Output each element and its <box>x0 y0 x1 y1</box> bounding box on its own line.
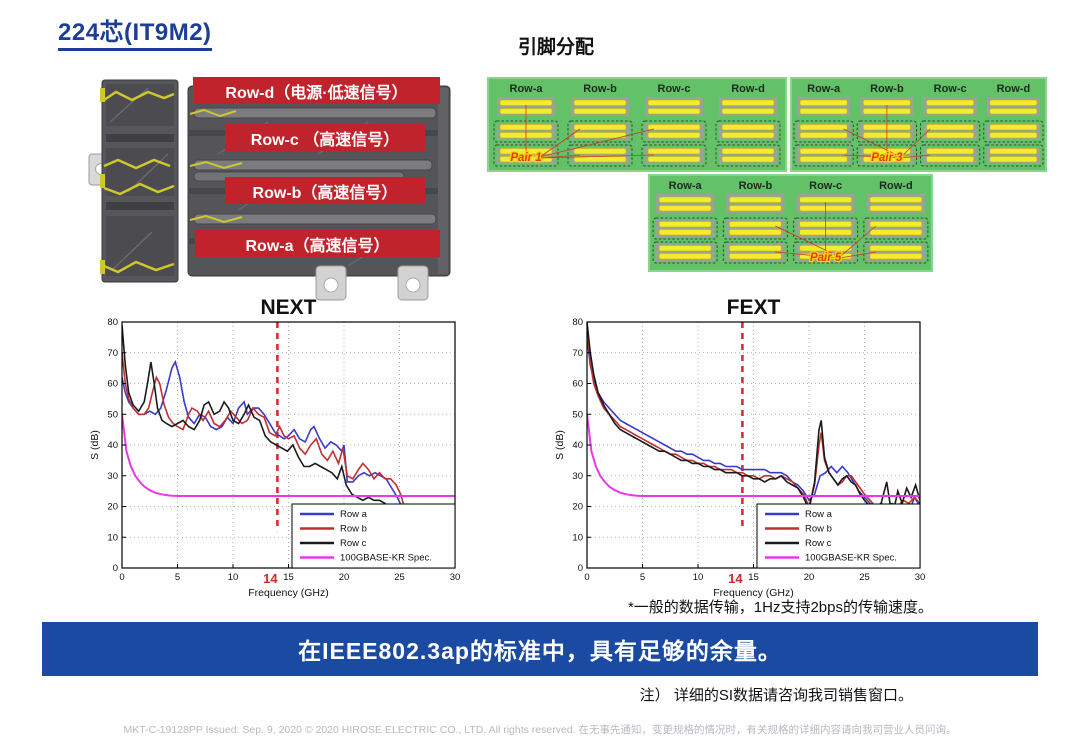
svg-text:20: 20 <box>572 502 583 513</box>
svg-text:Row-c: Row-c <box>658 83 691 95</box>
svg-text:Row-d: Row-d <box>879 180 913 192</box>
svg-text:70: 70 <box>572 348 583 359</box>
svg-text:50: 50 <box>107 409 118 420</box>
svg-text:25: 25 <box>394 572 405 583</box>
svg-text:Row c: Row c <box>805 538 832 549</box>
svg-text:Row-a: Row-a <box>807 83 841 95</box>
svg-text:50: 50 <box>572 409 583 420</box>
svg-text:40: 40 <box>572 440 583 451</box>
svg-text:30: 30 <box>572 471 583 482</box>
row-banner-d: Row-d（电源·低速信号） <box>193 77 440 104</box>
chart-fext: FEXT 0 10 20 30 40 50 60 70 80 0 5 10 15 20 25 30 14 Frequ… <box>553 296 933 600</box>
svg-text:Row a: Row a <box>805 509 833 520</box>
svg-text:Row-b: Row-b <box>583 83 617 95</box>
svg-text:20: 20 <box>339 572 350 583</box>
svg-text:Row-b: Row-b <box>739 180 773 192</box>
svg-text:30: 30 <box>915 572 926 583</box>
svg-text:30: 30 <box>107 471 118 482</box>
svg-text:15: 15 <box>748 572 759 583</box>
svg-text:Frequency (GHz): Frequency (GHz) <box>713 587 794 599</box>
chart-next: NEXT 0 10 20 30 40 50 60 70 80 0 5 10 15 20 25 30 14 Frequ… <box>88 296 468 600</box>
svg-text:0: 0 <box>584 572 589 583</box>
si-data-note: 注） 详细的SI数据请咨询我司销售窗口。 <box>639 687 913 704</box>
pin-assignment-title: 引脚分配 <box>518 37 595 58</box>
svg-text:0: 0 <box>119 572 124 583</box>
svg-text:10: 10 <box>572 532 583 543</box>
svg-text:100GBASE-KR Spec.: 100GBASE-KR Spec. <box>340 553 432 564</box>
svg-text:Row-b: Row-b <box>870 83 904 95</box>
svg-text:10: 10 <box>693 572 704 583</box>
svg-text:60: 60 <box>107 379 118 390</box>
svg-text:S (dB): S (dB) <box>554 430 566 460</box>
transmission-note: *一般的数据传输，1Hz支持2bps的传输速度。 <box>627 599 933 616</box>
pin-panel-pair1: Row-a Row-b Row-c Row-d Pair 1 <box>487 77 787 172</box>
svg-text:Row-a: Row-a <box>669 180 703 192</box>
pin-panel-svg: Row-a Row-b Row-c Row-d Pair 1 <box>493 83 781 167</box>
svg-text:Row c: Row c <box>340 538 367 549</box>
svg-text:Pair 5: Pair 5 <box>810 252 842 264</box>
pin-panel-pair5: Row-a Row-b Row-c Row-d Pair 5 <box>648 174 933 272</box>
svg-text:100GBASE-KR Spec.: 100GBASE-KR Spec. <box>805 553 897 564</box>
row-banner-b: Row-b（高速信号） <box>225 177 425 204</box>
svg-text:Pair 1: Pair 1 <box>510 152 541 164</box>
row-banner-c: Row-c （高速信号） <box>225 124 425 151</box>
svg-text:80: 80 <box>107 317 118 328</box>
svg-text:14: 14 <box>728 571 743 586</box>
svg-text:5: 5 <box>640 572 645 583</box>
chart-svg: NEXT 0 10 20 30 40 50 60 70 80 0 5 10 15 20 25 30 14Frequ… <box>89 296 461 599</box>
pin-panel-svg: Row-a Row-b Row-c Row-d Pair 5 <box>652 180 929 265</box>
svg-text:5: 5 <box>175 572 180 583</box>
svg-text:30: 30 <box>450 572 461 583</box>
svg-text:FEXT: FEXT <box>727 298 781 319</box>
connector-figure: Row-d（电源·低速信号） Row-c （高速信号） Row-b（高速信号） … <box>88 70 460 302</box>
svg-text:0: 0 <box>113 563 118 574</box>
conclusion-banner: 在IEEE802.3ap的标准中，具有足够的余量。 <box>42 622 1038 676</box>
svg-text:70: 70 <box>107 348 118 359</box>
pin-panel-svg: Row-a Row-b Row-c Row-d Pair 3 <box>793 83 1044 167</box>
svg-text:80: 80 <box>572 317 583 328</box>
svg-text:Row-a: Row-a <box>510 83 544 95</box>
page-title: 224芯(IT9M2) <box>58 12 212 51</box>
svg-text:60: 60 <box>572 379 583 390</box>
svg-text:Frequency (GHz): Frequency (GHz) <box>248 587 329 599</box>
svg-text:Row-c: Row-c <box>809 180 842 192</box>
svg-text:0: 0 <box>578 563 583 574</box>
svg-text:NEXT: NEXT <box>260 298 316 319</box>
svg-text:14: 14 <box>263 571 278 586</box>
svg-text:Row-c: Row-c <box>934 83 967 95</box>
svg-text:Pair 3: Pair 3 <box>871 152 903 164</box>
chart-svg: FEXT 0 10 20 30 40 50 60 70 80 0 5 10 15 20 25 30 14Frequ… <box>554 296 926 599</box>
row-banner-a: Row-a（高速信号） <box>195 230 440 257</box>
svg-text:15: 15 <box>283 572 294 583</box>
svg-text:Row b: Row b <box>340 524 367 535</box>
svg-text:Row-d: Row-d <box>731 83 765 95</box>
svg-text:Row a: Row a <box>340 509 368 520</box>
svg-text:20: 20 <box>804 572 815 583</box>
svg-text:10: 10 <box>107 532 118 543</box>
svg-text:20: 20 <box>107 502 118 513</box>
footer-note: MKT-C-19128PP Issued: Sep. 9, 2020 © 202… <box>123 724 957 736</box>
pin-panel-pair3: Row-a Row-b Row-c Row-d Pair 3 <box>790 77 1047 172</box>
svg-text:Row b: Row b <box>805 524 832 535</box>
svg-text:40: 40 <box>107 440 118 451</box>
svg-text:Row-d: Row-d <box>997 83 1031 95</box>
svg-text:S (dB): S (dB) <box>89 430 101 460</box>
svg-text:10: 10 <box>228 572 239 583</box>
svg-text:25: 25 <box>859 572 870 583</box>
